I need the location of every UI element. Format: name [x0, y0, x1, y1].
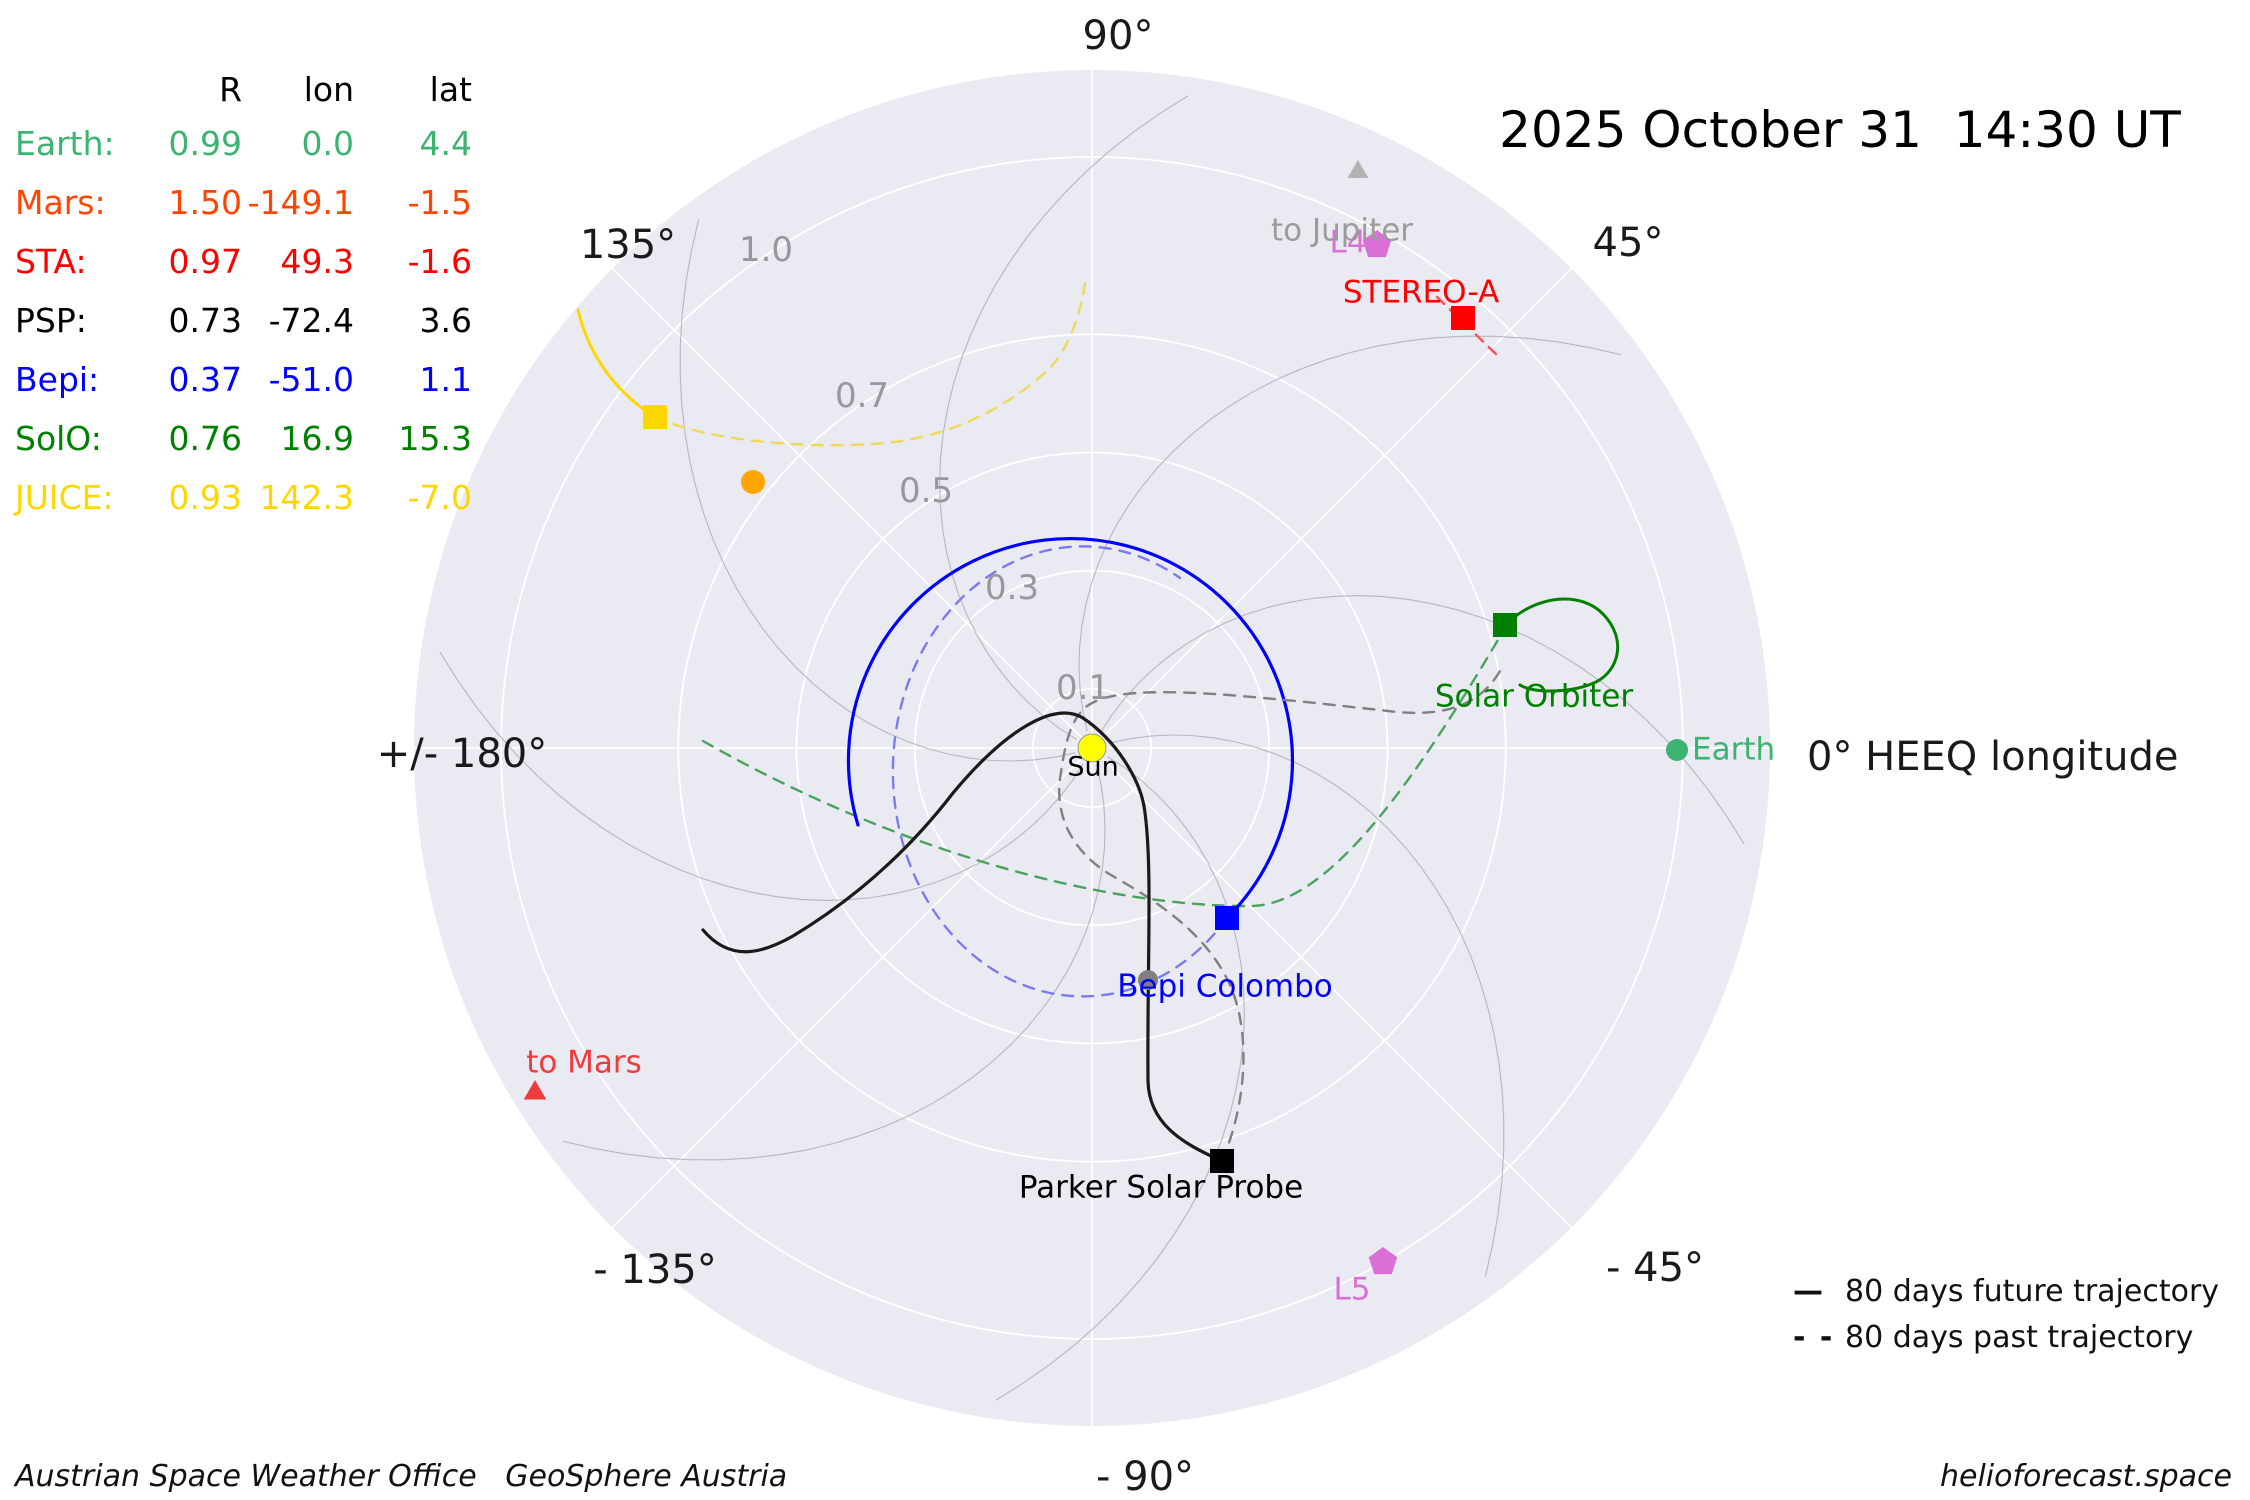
theta-label-135: 135°: [579, 222, 677, 268]
table-row-solo: SolO: 0.76 16.9 15.3: [15, 419, 472, 458]
solo-marker: [1493, 613, 1517, 637]
bepi-label: Bepi Colombo: [1117, 968, 1333, 1005]
sun-marker: [1077, 733, 1107, 763]
to-jupiter-label: to Jupiter: [1270, 212, 1414, 249]
sun-label: Sun: [1067, 751, 1119, 783]
psp-label: Parker Solar Probe: [1018, 1169, 1304, 1206]
credit-left: Austrian Space Weather Office GeoSphere …: [15, 1459, 788, 1494]
col-header-lat: lat: [429, 70, 472, 109]
r-tick-0_1: 0.1: [1055, 668, 1111, 708]
legend-row-future: — 80 days future trajectory: [1793, 1269, 2219, 1315]
theta-label-0-heeq: 0° HEEQ longitude: [1807, 734, 2179, 780]
stereo-a-marker: [1451, 306, 1475, 330]
solid-line-icon: —: [1793, 1274, 1825, 1309]
bepi-future-trajectory: [846, 537, 1295, 920]
plot-title: 2025 October 31 14:30 UT: [1499, 101, 2181, 159]
l4-marker: [1362, 230, 1392, 258]
to-mars-label: to Mars: [526, 1044, 642, 1081]
psp-future-trajectory: [701, 711, 1224, 1163]
r-tick-0_5: 0.5: [898, 471, 954, 511]
legend-row-past: - - 80 days past trajectory: [1793, 1315, 2219, 1361]
table-row-sta: STA: 0.97 49.3 -1.6: [15, 242, 472, 281]
theta-label-180: +/- 180°: [376, 731, 548, 777]
bepi-past-trajectory: [891, 545, 1229, 998]
credit-right: helioforecast.space: [1939, 1459, 2232, 1494]
trajectory-legend: — 80 days future trajectory - - 80 days …: [1793, 1269, 2219, 1361]
col-header-r: R: [219, 70, 242, 109]
bepi-marker: [1215, 906, 1239, 930]
theta-label-90: 90°: [1082, 13, 1154, 59]
table-header-row: R lon lat: [15, 66, 472, 114]
r-tick-0_7: 0.7: [834, 376, 890, 416]
jupiter-direction-icon: [1347, 160, 1369, 178]
theta-label-45: 45°: [1592, 220, 1664, 266]
solo-future-trajectory: [1503, 597, 1620, 693]
juice-past-trajectory: [653, 281, 1087, 447]
mercury-marker: [1138, 970, 1158, 990]
legend-past-label: 80 days past trajectory: [1845, 1320, 2194, 1355]
col-header-lon: lon: [303, 70, 354, 109]
r-tick-0_3: 0.3: [984, 568, 1040, 608]
theta-label-m90: - 90°: [1095, 1454, 1195, 1500]
earth-marker: [1666, 739, 1688, 761]
solo-past-trajectory: [701, 626, 1507, 908]
table-row-earth: Earth: 0.99 0.0 4.4: [15, 124, 472, 163]
table-row-psp: PSP: 0.73 -72.4 3.6: [15, 301, 472, 340]
l5-marker: [1368, 1247, 1398, 1275]
juice-marker: [643, 405, 667, 429]
theta-label-m135: - 135°: [593, 1247, 717, 1293]
theta-label-m45: - 45°: [1605, 1245, 1705, 1291]
psp-marker: [1210, 1149, 1234, 1173]
earth-label: Earth: [1692, 731, 1776, 768]
r-tick-1_0: 1.0: [738, 230, 794, 270]
parker-spiral-lines: [439, 95, 1745, 1401]
solo-label: Solar Orbiter: [1434, 678, 1634, 715]
table-row-juice: JUICE: 0.93 142.3 -7.0: [15, 478, 472, 517]
table-row-bepi: Bepi: 0.37 -51.0 1.1: [15, 360, 472, 399]
l5-label: L5: [1333, 1271, 1371, 1308]
position-table: R lon lat Earth: 0.99 0.0 4.4 Mars: 1.50 -149…: [15, 66, 472, 527]
table-row-mars: Mars: 1.50 -149.1 -1.5: [15, 183, 472, 222]
psp-past-trajectory: [1058, 669, 1502, 1163]
venus-marker: [741, 470, 765, 494]
stereo-a-label: STEREO-A: [1342, 274, 1500, 311]
dashed-line-icon: - -: [1793, 1320, 1835, 1355]
body-markers: [523, 160, 1688, 1275]
legend-future-label: 80 days future trajectory: [1845, 1274, 2220, 1309]
mars-direction-icon: [523, 1080, 547, 1100]
l4-label: L4: [1329, 224, 1367, 261]
